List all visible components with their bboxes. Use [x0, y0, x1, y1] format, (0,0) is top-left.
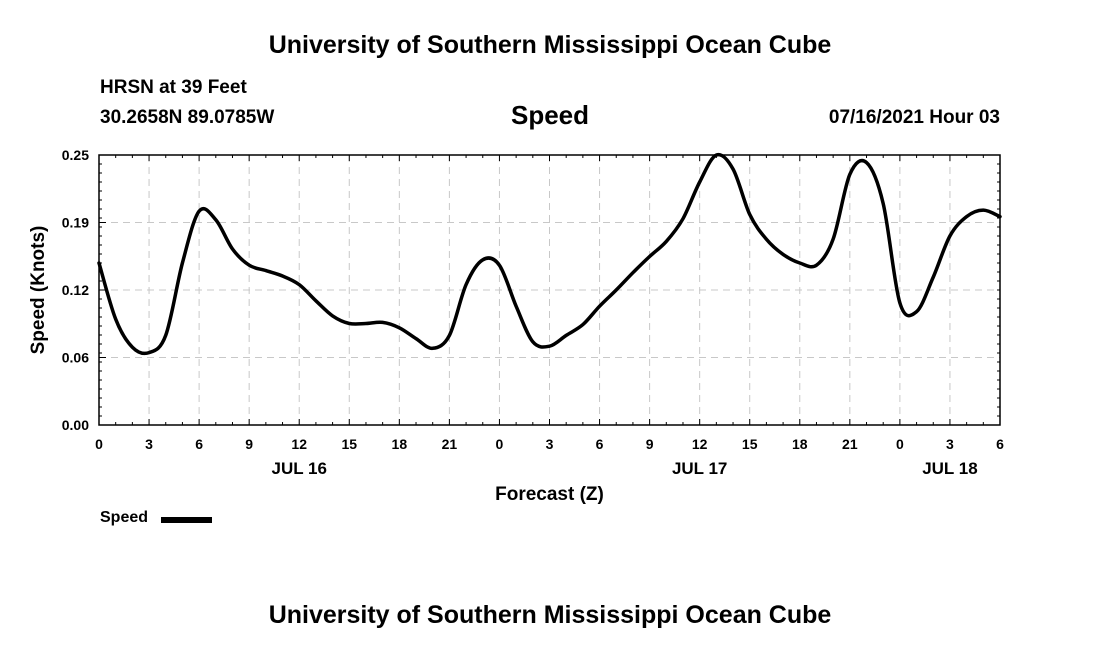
page-title-top: University of Southern Mississippi Ocean…	[268, 31, 832, 59]
x-tick-label: 18	[792, 436, 808, 452]
x-tick-label: 15	[341, 436, 357, 452]
x-day-label: JUL 17	[672, 459, 727, 478]
x-tick-label: 0	[896, 436, 904, 452]
x-tick-label: 6	[195, 436, 203, 452]
y-tick-label: 0.12	[62, 282, 89, 298]
y-tick-label: 0.19	[62, 215, 89, 231]
x-tick-label: 21	[842, 436, 858, 452]
station-label: HRSN at 39 Feet	[100, 77, 247, 98]
x-tick-label: 6	[996, 436, 1004, 452]
x-tick-label: 12	[692, 436, 708, 452]
y-tick-label: 0.06	[62, 350, 89, 366]
page-title-bottom: University of Southern Mississippi Ocean…	[268, 601, 832, 629]
x-tick-label: 9	[646, 436, 654, 452]
forecast-datetime: 07/16/2021 Hour 03	[828, 107, 1000, 128]
x-axis-title: Forecast (Z)	[495, 484, 604, 505]
x-tick-label: 15	[742, 436, 758, 452]
x-day-label: JUL 18	[922, 459, 977, 478]
legend-label: Speed	[100, 509, 149, 526]
x-tick-label: 12	[291, 436, 307, 452]
y-tick-label: 0.00	[62, 417, 89, 433]
x-tick-label: 6	[596, 436, 604, 452]
station-coordinates: 30.2658N 89.0785W	[100, 107, 275, 128]
x-tick-label: 18	[392, 436, 408, 452]
x-tick-label: 3	[946, 436, 954, 452]
x-tick-label: 3	[546, 436, 554, 452]
y-axis-title: Speed (Knots)	[28, 226, 49, 355]
x-tick-label: 21	[442, 436, 458, 452]
x-tick-label: 0	[496, 436, 504, 452]
x-day-label: JUL 16	[271, 459, 326, 478]
chart-title: Speed	[510, 100, 590, 130]
x-tick-label: 3	[145, 436, 153, 452]
series-line-speed	[97, 152, 1002, 356]
x-tick-label: 0	[95, 436, 103, 452]
y-tick-label: 0.25	[62, 147, 89, 163]
legend-swatch	[161, 517, 212, 523]
x-tick-label: 9	[245, 436, 253, 452]
